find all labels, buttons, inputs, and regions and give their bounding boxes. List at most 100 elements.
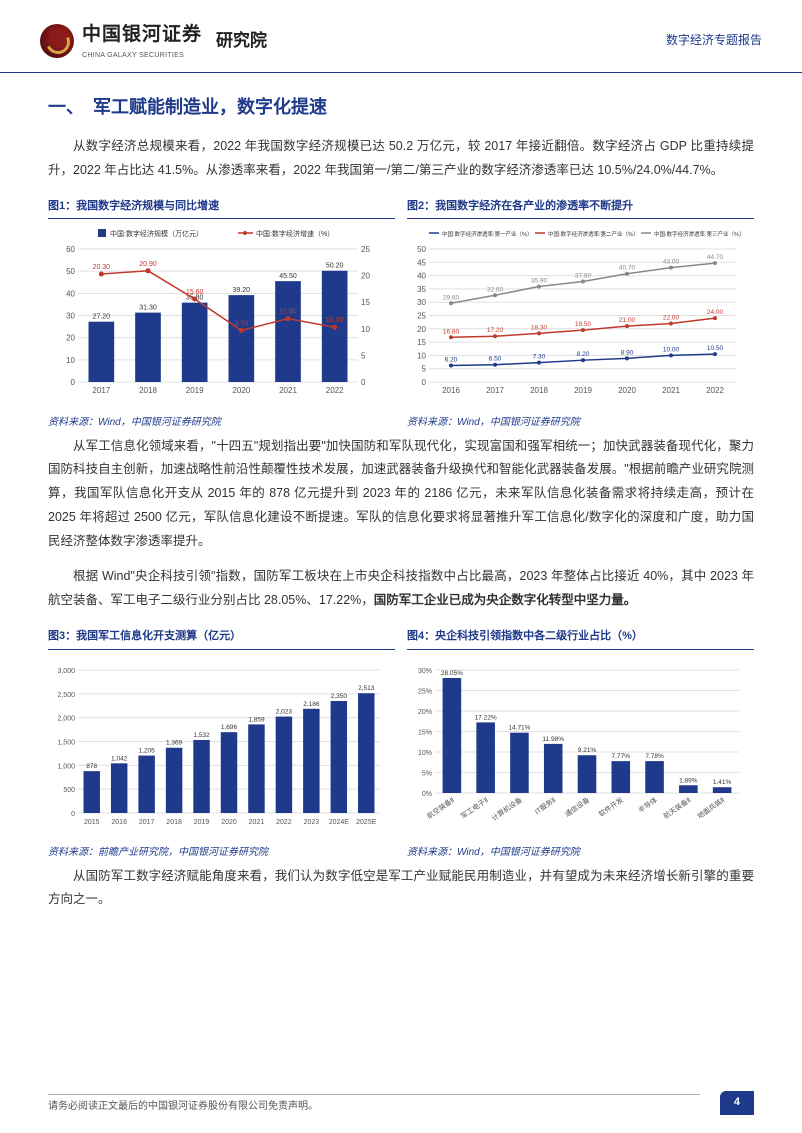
svg-text:21.00: 21.00: [619, 318, 636, 325]
svg-text:30: 30: [66, 312, 75, 321]
svg-text:2,350: 2,350: [331, 692, 348, 699]
svg-text:军工电子Ⅱ: 军工电子Ⅱ: [459, 795, 490, 820]
svg-text:1.41%: 1.41%: [713, 779, 732, 786]
svg-text:18.30: 18.30: [531, 325, 548, 332]
svg-text:0: 0: [71, 378, 76, 387]
svg-text:航天装备Ⅱ: 航天装备Ⅱ: [662, 795, 693, 820]
chart-4-source: 资料来源：Wind，中国银河证券研究院: [407, 845, 754, 861]
svg-text:29.60: 29.60: [443, 295, 460, 302]
svg-text:20: 20: [417, 325, 426, 334]
svg-text:15.60: 15.60: [186, 289, 204, 296]
svg-text:60: 60: [66, 245, 75, 254]
svg-text:5: 5: [361, 352, 366, 361]
svg-text:0%: 0%: [422, 791, 432, 798]
svg-text:20%: 20%: [418, 709, 432, 716]
chart-1-svg: 中国:数字经济规模（万亿元）中国:数字经济增速（%）01020304050600…: [48, 227, 388, 402]
svg-text:40.70: 40.70: [619, 265, 636, 272]
svg-text:2020: 2020: [221, 819, 237, 826]
svg-text:10: 10: [417, 352, 426, 361]
chart-2-title: 图2：我国数字经济在各产业的渗透率不断提升: [407, 195, 754, 220]
svg-text:8.90: 8.90: [621, 350, 634, 357]
svg-text:20: 20: [66, 334, 75, 343]
svg-text:45: 45: [417, 259, 426, 268]
disclaimer: 请务必阅读正文最后的中国银河证券股份有限公司免责声明。: [48, 1094, 700, 1115]
svg-text:6.50: 6.50: [489, 356, 502, 363]
svg-text:31.30: 31.30: [139, 305, 157, 312]
svg-text:1.89%: 1.89%: [679, 777, 698, 784]
svg-text:50: 50: [66, 268, 75, 277]
svg-text:1,500: 1,500: [57, 739, 75, 746]
svg-text:15: 15: [417, 339, 426, 348]
svg-text:2020: 2020: [232, 386, 250, 395]
svg-text:25: 25: [417, 312, 426, 321]
svg-text:2016: 2016: [442, 386, 460, 395]
paragraph-2: 从军工信息化领域来看，"十四五"规划指出要"加快国防和军队现代化，实现富国和强军…: [48, 435, 754, 554]
svg-text:11.90: 11.90: [280, 309, 297, 316]
svg-text:2021: 2021: [279, 386, 297, 395]
svg-text:20.90: 20.90: [139, 261, 157, 268]
svg-text:35.90: 35.90: [531, 278, 548, 285]
svg-text:50: 50: [417, 245, 426, 254]
svg-text:30%: 30%: [418, 668, 432, 675]
svg-text:软件开发: 软件开发: [597, 795, 625, 818]
svg-text:25: 25: [361, 245, 370, 254]
report-series-title: 数字经济专题报告: [666, 31, 762, 50]
chart-3-svg: 05001,0001,5002,0002,5003,00087820151,04…: [48, 658, 388, 833]
svg-text:878: 878: [86, 763, 97, 770]
svg-text:2,513: 2,513: [358, 685, 375, 692]
svg-text:500: 500: [63, 787, 75, 794]
svg-text:2022: 2022: [326, 386, 344, 395]
chart-1-source: 资料来源：Wind，中国银河证券研究院: [48, 415, 395, 431]
company-name-cn: 中国银河证券: [82, 20, 202, 50]
svg-text:15: 15: [361, 299, 370, 308]
svg-text:19.50: 19.50: [575, 322, 592, 329]
svg-text:地面兵装Ⅱ: 地面兵装Ⅱ: [695, 795, 726, 820]
svg-text:40: 40: [66, 290, 75, 299]
svg-text:43.00: 43.00: [663, 259, 680, 266]
chart-2: 图2：我国数字经济在各产业的渗透率不断提升 中国:数字经济渗透率:第一产业（%）…: [407, 195, 754, 431]
section-title: 一、 军工赋能制造业，数字化提速: [48, 93, 754, 122]
paragraph-3b: 国防军工企业已成为央企数字化转型中坚力量。: [374, 593, 637, 607]
svg-text:2021: 2021: [662, 386, 680, 395]
division-name: 研究院: [216, 27, 267, 54]
svg-text:6.20: 6.20: [445, 357, 458, 364]
svg-text:2015: 2015: [84, 819, 100, 826]
svg-text:10%: 10%: [418, 750, 432, 757]
svg-text:16.80: 16.80: [443, 329, 460, 336]
charts-row-1: 图1：我国数字经济规模与同比增速 中国:数字经济规模（万亿元）中国:数字经济增速…: [48, 195, 754, 431]
svg-text:2,500: 2,500: [57, 691, 75, 698]
svg-text:24.00: 24.00: [707, 310, 724, 317]
paragraph-3: 根据 Wind"央企科技引领"指数，国防军工板块在上市央企科技指数中占比最高，2…: [48, 565, 754, 613]
svg-text:10: 10: [361, 325, 370, 334]
svg-text:2023: 2023: [304, 819, 320, 826]
svg-text:35: 35: [417, 285, 426, 294]
svg-text:10: 10: [66, 356, 75, 365]
svg-text:IT服务Ⅱ: IT服务Ⅱ: [533, 795, 558, 816]
svg-text:2020: 2020: [618, 386, 636, 395]
chart-1: 图1：我国数字经济规模与同比增速 中国:数字经济规模（万亿元）中国:数字经济增速…: [48, 195, 395, 431]
svg-text:0: 0: [361, 378, 366, 387]
svg-text:5%: 5%: [422, 770, 432, 777]
svg-text:2018: 2018: [166, 819, 182, 826]
svg-text:20.30: 20.30: [93, 264, 111, 271]
svg-text:2024E: 2024E: [329, 819, 350, 826]
svg-text:17.22%: 17.22%: [475, 714, 497, 721]
svg-text:2019: 2019: [574, 386, 592, 395]
chart-3: 图3：我国军工信息化开支测算（亿元） 05001,0001,5002,0002,…: [48, 625, 395, 861]
svg-text:14.71%: 14.71%: [508, 724, 530, 731]
charts-row-2: 图3：我国军工信息化开支测算（亿元） 05001,0001,5002,0002,…: [48, 625, 754, 861]
svg-text:8.20: 8.20: [577, 352, 590, 359]
svg-text:2017: 2017: [139, 819, 155, 826]
svg-text:中国:数字经济渗透率:第一产业（%）: 中国:数字经济渗透率:第一产业（%）: [442, 230, 532, 238]
svg-text:2019: 2019: [194, 819, 210, 826]
chart-4-svg: 0%5%10%15%20%25%30%28.05%航空装备Ⅱ17.22%军工电子…: [407, 658, 747, 833]
chart-1-title: 图1：我国数字经济规模与同比增速: [48, 195, 395, 220]
svg-text:45.50: 45.50: [279, 274, 297, 281]
svg-text:7.78%: 7.78%: [645, 753, 664, 760]
svg-text:15%: 15%: [418, 729, 432, 736]
svg-text:2022: 2022: [276, 819, 292, 826]
svg-text:2021: 2021: [249, 819, 265, 826]
svg-text:1,000: 1,000: [57, 763, 75, 770]
svg-text:0: 0: [422, 378, 427, 387]
svg-text:27.20: 27.20: [93, 314, 111, 321]
